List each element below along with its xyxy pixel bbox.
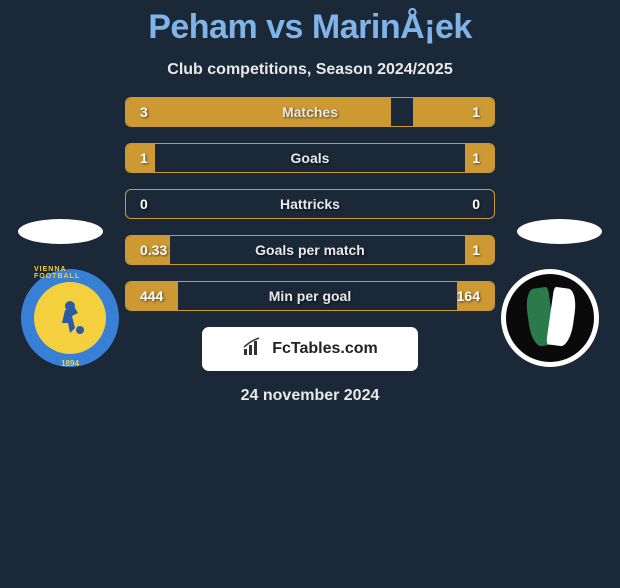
stat-label: Goals <box>291 150 330 166</box>
player-ellipse-left <box>18 219 103 244</box>
stat-value-left: 0 <box>140 196 148 212</box>
stat-value-right: 0 <box>472 196 480 212</box>
club-badge-left: VIENNA FOOTBALL 1894 <box>21 269 119 367</box>
stat-label: Hattricks <box>280 196 340 212</box>
badge-left-text-top: VIENNA FOOTBALL <box>34 266 106 280</box>
stat-row: 0 Hattricks 0 <box>125 189 495 219</box>
date-text: 24 november 2024 <box>0 387 620 405</box>
stat-row: 444 Min per goal 164 <box>125 281 495 311</box>
stat-label: Goals per match <box>255 242 365 258</box>
stat-row: 1 Goals 1 <box>125 143 495 173</box>
stats-column: 3 Matches 1 1 Goals 1 0 Hattricks 0 0.33 Goals per… <box>125 97 495 311</box>
stat-row: 3 Matches 1 <box>125 97 495 127</box>
badge-left-figure-icon <box>50 298 90 338</box>
badge-left-text-bottom: 1894 <box>61 359 79 368</box>
stat-value-right: 164 <box>457 288 480 304</box>
brand-chart-icon <box>242 337 264 362</box>
stat-fill-right <box>413 98 494 126</box>
stat-value-left: 1 <box>140 150 148 166</box>
player-ellipse-right <box>517 219 602 244</box>
stat-value-right: 1 <box>472 242 480 258</box>
subtitle: Club competitions, Season 2024/2025 <box>0 61 620 79</box>
brand-text: FcTables.com <box>272 340 378 358</box>
stat-value-right: 1 <box>472 150 480 166</box>
stat-value-right: 1 <box>472 104 480 120</box>
page-title: Peham vs MarinÅ¡ek <box>0 8 620 47</box>
stat-label: Matches <box>282 104 338 120</box>
stat-label: Min per goal <box>269 288 351 304</box>
badge-right-shape-icon <box>520 283 580 353</box>
stat-value-left: 0.33 <box>140 242 167 258</box>
club-badge-left-inner: VIENNA FOOTBALL 1894 <box>34 282 106 354</box>
stat-row: 0.33 Goals per match 1 <box>125 235 495 265</box>
stat-value-left: 3 <box>140 104 148 120</box>
stat-fill-left <box>126 98 391 126</box>
stat-value-left: 444 <box>140 288 163 304</box>
brand-box[interactable]: FcTables.com <box>202 327 418 371</box>
club-badge-right-inner <box>506 274 594 362</box>
main-container: VIENNA FOOTBALL 1894 3 Matches 1 1 Goals 1 0 Ha… <box>0 97 620 405</box>
club-badge-right <box>501 269 599 367</box>
